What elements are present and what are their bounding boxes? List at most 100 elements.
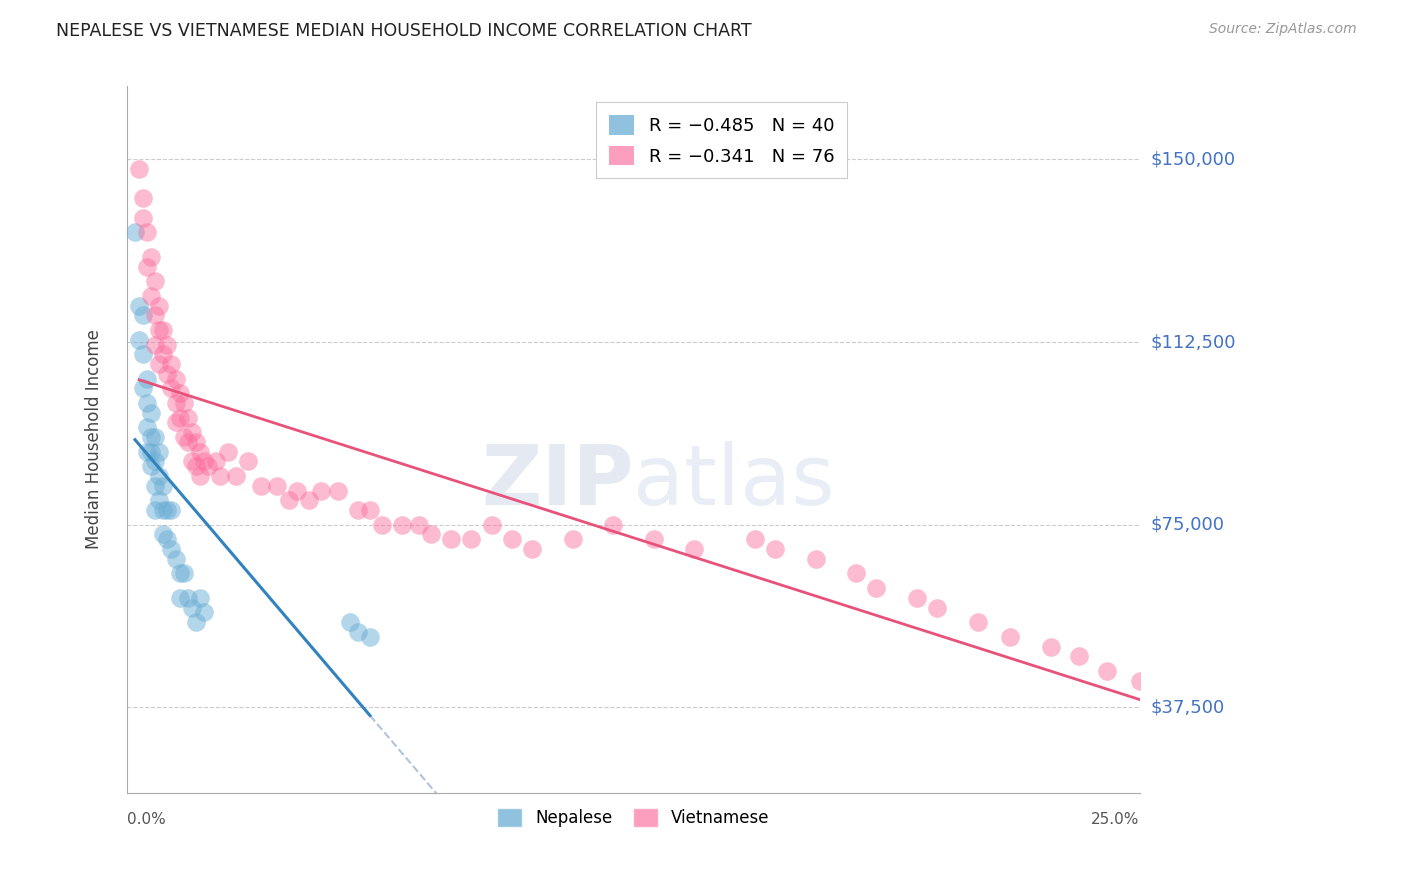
Point [173, 396, 195, 410]
Point [136, 371, 159, 385]
Point [136, 420, 159, 434]
Point [278, 493, 301, 508]
Point [643, 533, 665, 547]
Point [359, 630, 381, 644]
Point [141, 430, 163, 444]
Point [143, 308, 166, 322]
Y-axis label: Median Household Income: Median Household Income [86, 329, 103, 549]
Point [156, 337, 179, 351]
Point [148, 493, 170, 508]
Point [188, 591, 211, 605]
Point [193, 606, 215, 620]
Point [285, 483, 308, 498]
Point [763, 542, 786, 557]
Point [132, 308, 155, 322]
Point [176, 591, 198, 605]
Point [298, 493, 321, 508]
Text: ZIP: ZIP [481, 442, 633, 523]
Point [132, 211, 155, 225]
Point [148, 299, 170, 313]
Point [225, 469, 247, 483]
Point [905, 591, 928, 605]
Point [188, 444, 211, 458]
Point [197, 459, 219, 474]
Point [176, 434, 198, 449]
Point [128, 299, 150, 313]
Point [160, 542, 183, 557]
Point [180, 600, 202, 615]
Point [173, 566, 195, 581]
Point [205, 454, 228, 468]
Point [481, 517, 503, 532]
Point [143, 430, 166, 444]
Point [141, 444, 163, 458]
Point [148, 357, 170, 371]
Point [744, 533, 766, 547]
Point [141, 406, 163, 420]
Point [561, 533, 583, 547]
Point [176, 410, 198, 425]
Point [927, 600, 949, 615]
Point [152, 323, 174, 337]
Point [1129, 673, 1152, 688]
Point [845, 566, 868, 581]
Point [132, 347, 155, 361]
Point [132, 381, 155, 395]
Point [180, 454, 202, 468]
Point [169, 591, 191, 605]
Point [165, 371, 187, 385]
Point [143, 274, 166, 288]
Point [169, 410, 191, 425]
Point [136, 226, 159, 240]
Point [520, 542, 543, 557]
Text: NEPALESE VS VIETNAMESE MEDIAN HOUSEHOLD INCOME CORRELATION CHART: NEPALESE VS VIETNAMESE MEDIAN HOUSEHOLD … [56, 22, 752, 40]
Legend: Nepalese, Vietnamese: Nepalese, Vietnamese [491, 802, 776, 834]
Point [460, 533, 482, 547]
Point [148, 444, 170, 458]
Point [249, 479, 271, 493]
Point [132, 191, 155, 205]
Point [311, 483, 333, 498]
Point [998, 630, 1021, 644]
Point [173, 430, 195, 444]
Point [865, 581, 887, 595]
Point [152, 527, 174, 541]
Point [136, 396, 159, 410]
Point [141, 250, 163, 264]
Point [184, 615, 207, 629]
Point [1039, 640, 1062, 654]
Point [143, 503, 166, 517]
Text: 0.0%: 0.0% [127, 812, 166, 827]
Point [124, 226, 146, 240]
Text: Source: ZipAtlas.com: Source: ZipAtlas.com [1209, 22, 1357, 37]
Point [160, 503, 183, 517]
Point [193, 454, 215, 468]
Point [359, 503, 381, 517]
Text: $75,000: $75,000 [1152, 516, 1225, 533]
Point [136, 260, 159, 274]
Point [128, 333, 150, 347]
Point [156, 533, 179, 547]
Point [165, 552, 187, 566]
Point [143, 454, 166, 468]
Point [408, 517, 430, 532]
Point [266, 479, 288, 493]
Point [180, 425, 202, 440]
Text: $150,000: $150,000 [1152, 151, 1236, 169]
Point [160, 357, 183, 371]
Point [128, 162, 150, 177]
Point [804, 552, 827, 566]
Point [683, 542, 706, 557]
Point [391, 517, 413, 532]
Text: $37,500: $37,500 [1152, 698, 1225, 716]
Point [347, 503, 370, 517]
Text: atlas: atlas [633, 442, 835, 523]
Text: 25.0%: 25.0% [1091, 812, 1140, 827]
Point [440, 533, 463, 547]
Point [152, 347, 174, 361]
Point [1067, 649, 1090, 664]
Point [602, 517, 624, 532]
Point [165, 396, 187, 410]
Point [169, 566, 191, 581]
Point [501, 533, 523, 547]
